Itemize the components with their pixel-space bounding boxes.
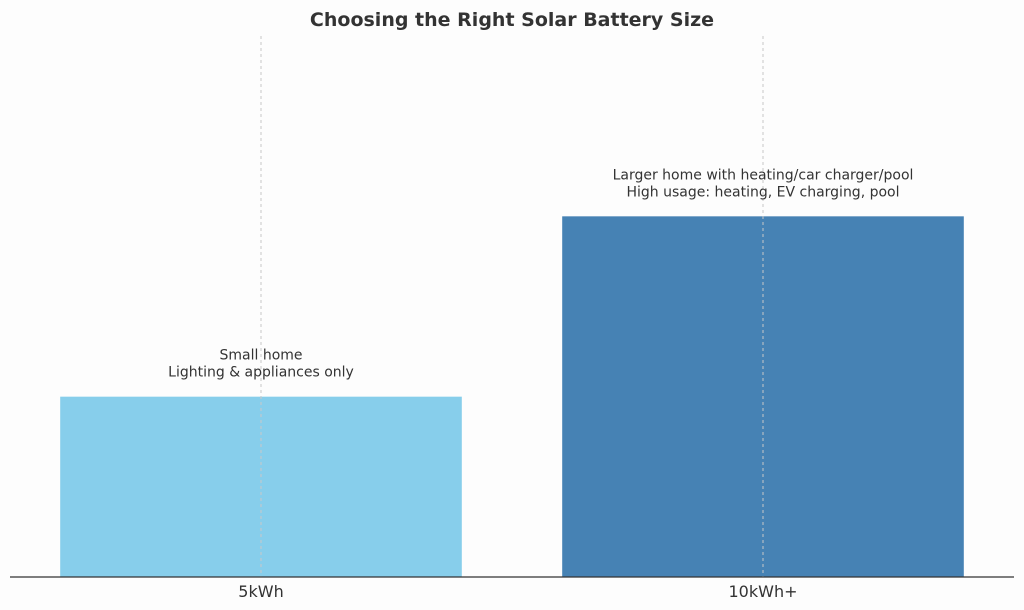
x-tick-label-0: 5kWh bbox=[238, 582, 283, 601]
ticks-layer: 5kWh 10kWh+ bbox=[238, 582, 797, 601]
bar-annotation-0-line-1: Lighting & appliances only bbox=[168, 365, 354, 381]
bars-layer bbox=[60, 216, 964, 578]
grid-layer bbox=[260, 36, 764, 577]
chart-title: Choosing the Right Solar Battery Size bbox=[310, 9, 714, 31]
bar-annotation-1-line-1: High usage: heating, EV charging, pool bbox=[626, 184, 899, 200]
bar-annotation-0-line-0: Small home bbox=[219, 348, 302, 364]
x-tick-label-1: 10kWh+ bbox=[729, 582, 798, 601]
bar-annotation-1-line-0: Larger home with heating/car charger/poo… bbox=[613, 167, 914, 183]
